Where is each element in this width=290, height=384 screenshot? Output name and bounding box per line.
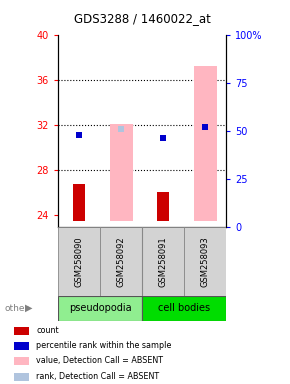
Text: rank, Detection Call = ABSENT: rank, Detection Call = ABSENT [36, 372, 160, 381]
Text: GSM258091: GSM258091 [159, 237, 168, 287]
Text: GSM258093: GSM258093 [201, 237, 210, 288]
Bar [14, 357, 29, 365]
Bar [142, 296, 226, 321]
Text: percentile rank within the sample: percentile rank within the sample [36, 341, 172, 350]
Bar [73, 184, 85, 221]
Text: count: count [36, 326, 59, 335]
Bar [194, 66, 217, 221]
Bar [58, 296, 142, 321]
Text: ▶: ▶ [25, 303, 32, 313]
Text: GSM258090: GSM258090 [75, 237, 84, 287]
Bar [110, 124, 133, 221]
Bar [14, 372, 29, 381]
Text: pseudopodia: pseudopodia [69, 303, 131, 313]
Text: value, Detection Call = ABSENT: value, Detection Call = ABSENT [36, 356, 163, 366]
Bar [142, 227, 184, 298]
Bar [14, 342, 29, 350]
Text: GDS3288 / 1460022_at: GDS3288 / 1460022_at [74, 12, 211, 25]
Bar [184, 227, 226, 298]
Text: GSM258092: GSM258092 [117, 237, 126, 287]
Bar [58, 227, 100, 298]
Bar [157, 192, 169, 221]
Bar [14, 326, 29, 334]
Bar [100, 227, 142, 298]
Text: cell bodies: cell bodies [158, 303, 210, 313]
Text: other: other [4, 304, 29, 313]
